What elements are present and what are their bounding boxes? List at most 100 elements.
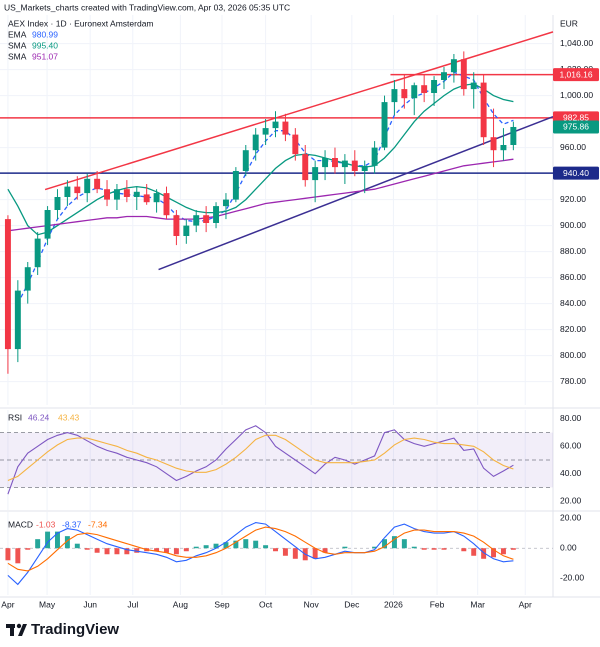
histogram-bar	[382, 539, 388, 549]
candle-body	[272, 121, 279, 129]
legend-value: -7.34	[88, 519, 108, 529]
candle-body	[222, 199, 229, 207]
candle-body	[153, 193, 160, 203]
histogram-bar	[124, 548, 130, 555]
histogram-bar	[35, 539, 41, 549]
candle-body	[123, 189, 130, 197]
histogram-bar	[312, 548, 318, 559]
x-tick-label: Dec	[344, 599, 360, 609]
histogram-bar	[134, 548, 140, 553]
candle-body	[143, 194, 150, 203]
price-tag-label: 975.86	[563, 122, 589, 132]
histogram-bar	[193, 546, 199, 549]
candle-body	[351, 160, 358, 171]
legend-value: -1.03	[36, 519, 56, 529]
legend-name: SMA	[8, 40, 27, 50]
candle-body	[401, 89, 408, 99]
histogram-bar	[84, 548, 90, 550]
price-tag-label: 940.40	[563, 168, 589, 178]
histogram-bar	[55, 531, 60, 549]
histogram-bar	[164, 548, 169, 553]
histogram-bar	[25, 548, 31, 550]
candle-body	[213, 206, 220, 223]
histogram-bar	[15, 548, 21, 564]
y-tick-label: 880.00	[560, 246, 586, 256]
price-tag-label: 982.85	[563, 113, 589, 123]
candle-body	[480, 82, 487, 138]
histogram-bar	[233, 540, 239, 549]
y-tick-label: 920.00	[560, 194, 586, 204]
price-tag-label: 1,016.16	[559, 69, 592, 79]
candle-body	[193, 215, 200, 226]
candle-body	[232, 171, 239, 200]
histogram-bar	[461, 548, 467, 552]
legend-title: MACD	[8, 519, 33, 529]
macd-line	[7, 526, 514, 572]
histogram-bar	[5, 548, 11, 561]
trend-line	[44, 31, 554, 191]
histogram-bar	[183, 548, 189, 552]
price-tag	[553, 68, 599, 82]
histogram-bar	[213, 543, 219, 549]
brand-logo	[6, 623, 27, 636]
histogram-bar	[243, 539, 249, 549]
legend-value: 43.43	[58, 412, 80, 422]
histogram-bar	[322, 548, 328, 553]
y-tick-label: 820.00	[560, 324, 586, 334]
candle-body	[292, 134, 299, 155]
histogram-bar	[372, 546, 378, 549]
histogram-bar	[74, 543, 80, 549]
candle-body	[411, 85, 418, 99]
histogram-bar	[491, 548, 497, 558]
x-tick-label: Jul	[127, 599, 138, 609]
candle-body	[470, 82, 477, 90]
candle-body	[282, 121, 289, 135]
candle-body	[341, 160, 348, 168]
legend-value: -8.37	[62, 519, 82, 529]
histogram-bar	[471, 548, 477, 556]
candle-body	[113, 189, 120, 200]
legend-value: 46.24	[28, 412, 50, 422]
candle-body	[510, 126, 517, 145]
histogram-bar	[500, 548, 506, 555]
candle-body	[173, 215, 180, 236]
candle-body	[74, 186, 81, 194]
brand-name: TradingView	[31, 621, 119, 638]
histogram-bar	[203, 545, 209, 549]
candle-body	[381, 102, 388, 148]
x-tick-label: Feb	[430, 599, 445, 609]
y-tick-label: 780.00	[560, 376, 586, 386]
rsi-line	[7, 434, 514, 482]
x-tick-label: Apr	[519, 599, 532, 609]
candle-body	[94, 178, 101, 190]
candle-body	[312, 167, 319, 181]
moving-average	[7, 83, 514, 236]
candle-body	[104, 189, 111, 200]
candle-body	[331, 158, 338, 168]
histogram-bar	[104, 548, 110, 555]
histogram-bar	[223, 542, 229, 549]
price-tag	[553, 166, 599, 180]
y-tick-label: 900.00	[560, 220, 586, 230]
histogram-bar	[411, 546, 417, 549]
y-tick-label: 0.00	[560, 542, 577, 552]
y-tick-label: 800.00	[560, 350, 586, 360]
histogram-bar	[481, 548, 487, 559]
legend-value: 995.40	[32, 40, 58, 50]
candle-body	[4, 219, 11, 350]
candle-body	[302, 154, 309, 181]
x-tick-label: Sep	[214, 599, 229, 609]
candle-body	[14, 290, 21, 350]
x-tick-label: Jun	[83, 599, 97, 609]
candle-body	[44, 210, 51, 239]
candle-body	[183, 225, 190, 236]
candle-body	[54, 197, 61, 210]
histogram-bar	[431, 548, 437, 550]
histogram-bar	[263, 545, 269, 549]
histogram-bar	[282, 548, 288, 556]
histogram-bar	[64, 536, 70, 549]
candle-body	[421, 85, 428, 93]
legend-title: RSI	[8, 412, 22, 422]
histogram-bar	[45, 531, 51, 549]
